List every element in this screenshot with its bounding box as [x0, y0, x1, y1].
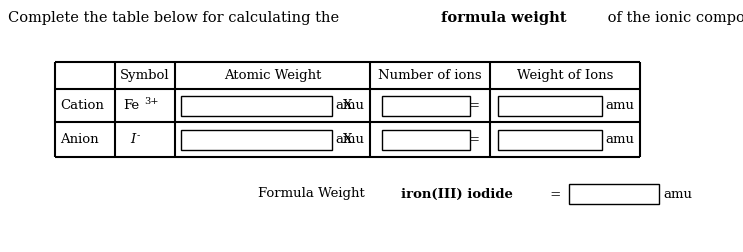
Text: Anion: Anion: [60, 133, 99, 146]
FancyBboxPatch shape: [382, 130, 470, 149]
FancyBboxPatch shape: [181, 130, 332, 149]
FancyBboxPatch shape: [498, 130, 602, 149]
FancyBboxPatch shape: [569, 184, 659, 204]
FancyBboxPatch shape: [498, 96, 602, 115]
Text: amu: amu: [663, 187, 692, 201]
Text: 3+: 3+: [144, 97, 158, 106]
Text: =: =: [469, 133, 479, 146]
Text: Formula Weight: Formula Weight: [258, 187, 369, 201]
Text: amu: amu: [605, 99, 634, 112]
Text: of the ionic compound: of the ionic compound: [603, 11, 743, 25]
Text: Weight of Ions: Weight of Ions: [517, 69, 613, 82]
Text: Fe: Fe: [123, 99, 139, 112]
Text: amu: amu: [335, 133, 364, 146]
Text: I: I: [130, 133, 136, 146]
Text: X: X: [343, 99, 353, 112]
Text: amu: amu: [335, 99, 364, 112]
Text: =: =: [469, 99, 479, 112]
FancyBboxPatch shape: [382, 96, 470, 115]
Text: Complete the table below for calculating the: Complete the table below for calculating…: [8, 11, 344, 25]
Text: formula weight: formula weight: [441, 11, 567, 25]
Text: X: X: [343, 133, 353, 146]
Text: Atomic Weight: Atomic Weight: [224, 69, 321, 82]
Text: Cation: Cation: [60, 99, 104, 112]
Text: =: =: [545, 187, 561, 201]
Text: Symbol: Symbol: [120, 69, 170, 82]
Text: -: -: [137, 131, 140, 140]
Text: amu: amu: [605, 133, 634, 146]
Text: iron(III) iodide: iron(III) iodide: [401, 187, 513, 201]
Text: Number of ions: Number of ions: [378, 69, 481, 82]
FancyBboxPatch shape: [181, 96, 332, 115]
